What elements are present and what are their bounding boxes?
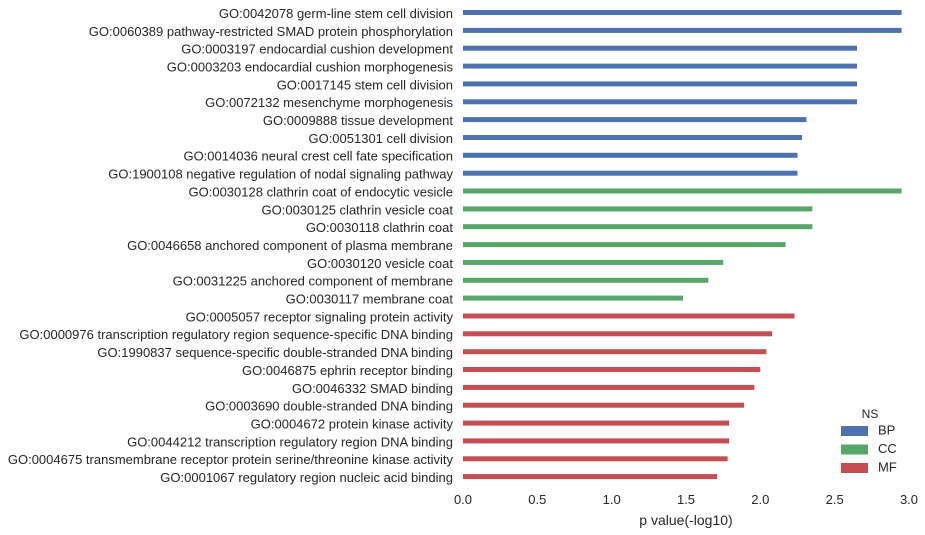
bar-mf: [463, 349, 767, 355]
category-label: GO:0030117 membrane coat: [286, 292, 454, 307]
bar-bp: [463, 27, 902, 33]
x-tick-label: 1.5: [677, 492, 695, 507]
bar-cc: [463, 224, 813, 230]
bar-mf: [463, 402, 744, 408]
bar-bp: [463, 10, 902, 15]
legend-swatch-bp: [841, 426, 868, 436]
category-label: GO:0017145 stem cell division: [277, 77, 453, 92]
category-label: GO:0004675 transmembrane receptor protei…: [8, 452, 454, 467]
legend-swatch-cc: [841, 444, 868, 455]
bar-bp: [463, 99, 857, 105]
bar-bp: [463, 152, 798, 158]
bar-bp: [463, 117, 807, 123]
category-label: GO:0031225 anchored component of membran…: [173, 274, 453, 289]
bar-mf: [463, 456, 728, 462]
category-label: GO:0046875 ephrin receptor binding: [242, 363, 453, 378]
legend-label-bp: BP: [878, 422, 895, 437]
legend: NS BP CC MF: [841, 407, 897, 474]
category-label: GO:0014036 neural crest cell fate specif…: [183, 149, 453, 164]
bar-cc: [463, 242, 786, 248]
category-label: GO:0009888 tissue development: [263, 113, 453, 128]
bar-bp: [463, 81, 857, 87]
x-tick-label: 0.0: [454, 492, 472, 507]
category-label: GO:0042078 germ-line stem cell division: [219, 6, 453, 21]
category-label: GO:1900108 negative regulation of nodal …: [108, 167, 453, 182]
bar-cc: [463, 206, 813, 212]
bar-mf: [463, 438, 730, 444]
x-tick-label: 2.5: [826, 492, 844, 507]
legend-label-mf: MF: [878, 459, 897, 474]
category-label: GO:0000976 transcription regulatory regi…: [19, 327, 453, 342]
category-label: GO:0030120 vesicle coat: [307, 256, 453, 271]
bar-cc: [463, 295, 683, 301]
bar-bp: [463, 135, 802, 140]
category-label: GO:0046658 anchored component of plasma …: [127, 238, 453, 253]
x-tick-label: 0.5: [528, 492, 546, 507]
legend-swatch-mf: [841, 463, 868, 473]
bar-bp: [463, 170, 798, 176]
category-label: GO:0003203 endocardial cushion morphogen…: [167, 59, 454, 74]
x-tick-label: 2.0: [751, 492, 769, 507]
category-label: GO:0046332 SMAD binding: [292, 381, 453, 396]
category-label: GO:0030125 clathrin vesicle coat: [262, 202, 454, 217]
legend-label-cc: CC: [878, 441, 897, 456]
bar-cc: [463, 259, 724, 265]
bar-mf: [463, 367, 761, 372]
category-label: GO:0003690 double-stranded DNA binding: [205, 399, 453, 414]
category-label: GO:0004672 protein kinase activity: [251, 416, 454, 431]
bar-cc: [463, 188, 902, 194]
bar-mf: [463, 384, 755, 390]
legend-title: NS: [862, 407, 879, 421]
category-label: GO:0044212 transcription regulatory regi…: [127, 434, 453, 449]
category-labels: GO:0042078 germ-line stem cell division G…: [8, 6, 454, 485]
x-tick-label: 3.0: [900, 492, 918, 507]
category-label: GO:0030128 clathrin coat of endocytic ve…: [189, 184, 453, 199]
bars-group: [463, 10, 902, 480]
category-label: GO:0060389 pathway-restricted SMAD prote…: [89, 24, 453, 39]
category-label: GO:0001067 regulatory region nucleic aci…: [160, 470, 453, 485]
x-axis-title: p value(-log10): [639, 512, 732, 528]
bar-bp: [463, 63, 857, 69]
x-axis-ticks: 0.0 0.5 1.0 1.5 2.0 2.5 3.0: [454, 492, 918, 507]
category-label: GO:0030118 clathrin coat: [306, 220, 454, 235]
bar-cc: [463, 277, 709, 283]
bar-bp: [463, 45, 857, 51]
category-label: GO:1990837 sequence-specific double-stra…: [97, 345, 453, 360]
bar-mf: [463, 420, 730, 426]
bar-mf: [463, 474, 718, 480]
category-label: GO:0003197 endocardial cushion developme…: [181, 42, 453, 57]
category-label: GO:0005057 receptor signaling protein ac…: [186, 309, 454, 324]
bar-mf: [463, 331, 773, 337]
x-tick-label: 1.0: [603, 492, 621, 507]
bar-mf: [463, 313, 795, 319]
category-label: GO:0072132 mesenchyme morphogenesis: [205, 95, 453, 110]
category-label: GO:0051301 cell division: [308, 131, 453, 146]
